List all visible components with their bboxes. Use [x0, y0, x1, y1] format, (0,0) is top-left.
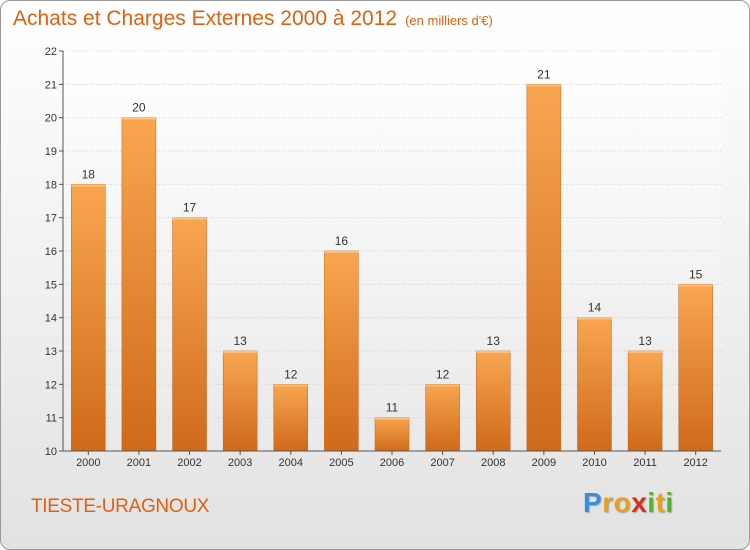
y-tick-label: 20 [45, 113, 57, 125]
bar [71, 184, 106, 452]
bar [627, 350, 663, 452]
bar-highlight [223, 351, 258, 353]
bar [324, 250, 359, 452]
bar [222, 350, 258, 452]
bar-highlight [375, 417, 409, 420]
data-label: 15 [689, 267, 703, 281]
data-label: 16 [335, 234, 349, 248]
data-label: 13 [487, 334, 501, 348]
bar-highlight [476, 351, 511, 353]
bar [526, 84, 562, 452]
data-label: 12 [436, 367, 450, 381]
y-tick-label: 15 [45, 279, 57, 291]
bar-highlight [425, 384, 460, 387]
plot-area [63, 51, 721, 451]
y-tick-label: 11 [46, 413, 57, 425]
proxiti-logo: Proxiti [583, 487, 674, 519]
data-label: 11 [386, 401, 399, 415]
bar [678, 284, 713, 452]
bar [273, 384, 309, 452]
x-tick-label: 2002 [177, 457, 201, 469]
bar [121, 117, 157, 452]
data-label: 12 [284, 367, 298, 381]
x-tick-label: 2005 [329, 457, 353, 469]
x-tick-label: 2008 [481, 457, 505, 469]
y-tick-label: 19 [45, 146, 57, 158]
x-tick-label: 2010 [582, 457, 606, 469]
title-main: Achats et Charges Externes 2000 à 2012 [13, 7, 398, 30]
x-tick-label: 2000 [76, 457, 100, 469]
x-tick-label: 2009 [532, 457, 556, 469]
data-label: 13 [638, 334, 652, 348]
logo-letter: t [655, 487, 666, 518]
chart-title: Achats et Charges Externes 2000 à 2012 (e… [13, 7, 493, 31]
y-tick-label: 12 [45, 379, 57, 391]
x-tick-label: 2007 [430, 457, 454, 469]
y-tick-label: 17 [45, 213, 57, 225]
logo-letter: r [602, 487, 614, 518]
bar-highlight [273, 384, 308, 387]
data-label: 21 [537, 67, 551, 81]
bar [374, 417, 410, 452]
data-label: 14 [588, 301, 602, 315]
data-label: 18 [82, 167, 96, 181]
bar-highlight [678, 284, 713, 287]
y-tick-label: 18 [45, 179, 57, 191]
bar-highlight [121, 117, 156, 120]
data-label: 17 [183, 201, 197, 215]
y-tick-label: 13 [45, 346, 57, 358]
logo-letter: P [583, 487, 603, 518]
bar-highlight [628, 351, 663, 353]
bar-highlight [71, 184, 106, 187]
logo-letter: x [631, 487, 648, 518]
data-label: 13 [233, 334, 247, 348]
bar-highlight [526, 84, 561, 87]
x-tick-label: 2006 [380, 457, 404, 469]
commune-name: TIESTE-URAGNOUX [31, 496, 210, 517]
y-tick-label: 10 [45, 446, 57, 458]
bar [577, 317, 612, 452]
logo-letter: i [665, 487, 674, 518]
y-tick-label: 14 [45, 313, 57, 325]
bar-highlight [577, 317, 612, 320]
bar [425, 384, 460, 452]
y-tick-label: 16 [45, 246, 57, 258]
logo-letter: i [647, 487, 656, 518]
bar [475, 350, 511, 452]
bar [172, 217, 207, 452]
x-tick-label: 2004 [279, 457, 303, 469]
logo-letter: o [613, 487, 632, 518]
x-tick-label: 2003 [228, 457, 252, 469]
bar-highlight [172, 217, 207, 220]
x-tick-label: 2011 [633, 457, 657, 469]
x-tick-label: 2001 [127, 457, 151, 469]
title-unit: (en milliers d'€) [405, 13, 493, 28]
x-tick-label: 2012 [683, 457, 707, 469]
data-label: 20 [132, 101, 146, 115]
y-tick-label: 22 [45, 46, 57, 58]
bar-highlight [324, 251, 359, 253]
y-tick-label: 21 [45, 79, 57, 91]
